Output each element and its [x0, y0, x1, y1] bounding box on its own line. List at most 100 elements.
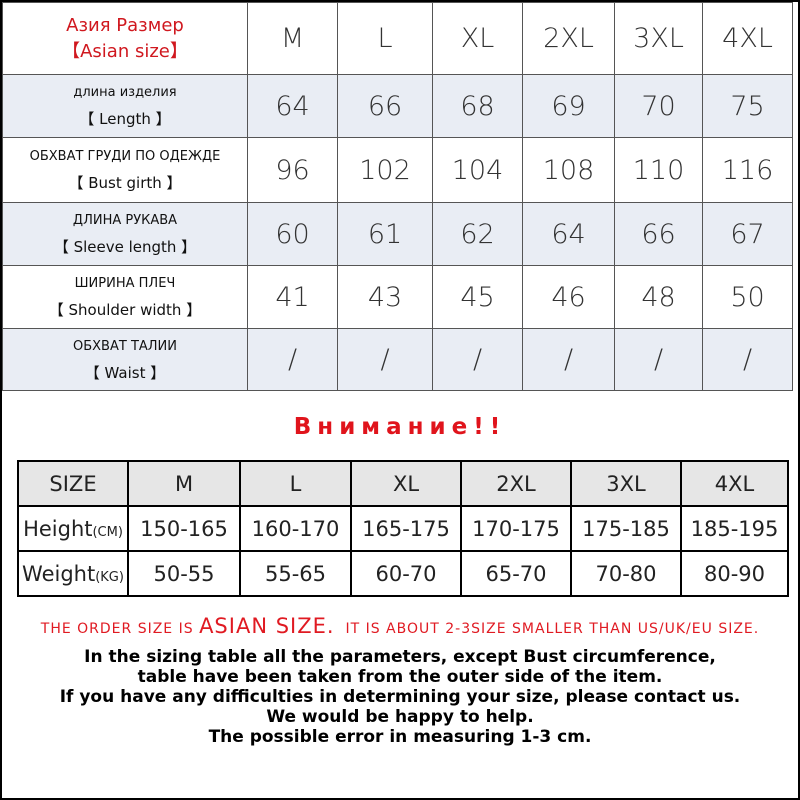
- label-text: Weight: [22, 561, 96, 586]
- row-label: ШИРИНА ПЛЕЧ 【 Shoulder width 】: [2, 265, 248, 329]
- size: XL: [432, 2, 523, 75]
- size: M: [127, 460, 241, 507]
- cell: 67: [702, 202, 793, 266]
- cell: /: [337, 328, 433, 391]
- unit: (KG): [95, 569, 124, 585]
- size-table: Азия Размер 【Asian size】 M L XL 2XL 3XL 4XL длин…: [2, 2, 793, 391]
- cell: /: [522, 328, 615, 391]
- cell: 104: [432, 137, 523, 203]
- cell: 50: [702, 265, 793, 329]
- cell: 41: [247, 265, 338, 329]
- cell: 43: [337, 265, 433, 329]
- size: 3XL: [570, 460, 682, 507]
- label-line: 【 Waist 】: [84, 363, 166, 382]
- cell: 110: [614, 137, 703, 203]
- cell: /: [702, 328, 793, 391]
- cell: 170-175: [460, 505, 572, 552]
- cell: 62: [432, 202, 523, 266]
- cell: 46: [522, 265, 615, 329]
- row: ШИРИНА ПЛЕЧ 【 Shoulder width 】 41 43 45 46 48 5…: [2, 265, 793, 329]
- note-line: We would be happy to help.: [266, 707, 534, 727]
- label-line: ДЛИНА РУКАВА: [72, 213, 178, 228]
- row: Height(CM) 150-165 160-170 165-175 170-175 17…: [17, 505, 789, 552]
- body-table: SIZE M L XL 2XL 3XL 4XL Height(CM) 150-165 160-17…: [17, 460, 789, 597]
- cell: 60: [247, 202, 338, 266]
- cell: 64: [522, 202, 615, 266]
- cell: 70-80: [570, 550, 682, 597]
- cell: 150-165: [127, 505, 241, 552]
- row-label: длина изделия 【 Length 】: [2, 74, 248, 138]
- row-label: ОБХВАТ ТАЛИИ 【 Waist 】: [2, 328, 248, 391]
- cell: 80-90: [680, 550, 789, 597]
- cell: 64: [247, 74, 338, 138]
- row: ОБХВАТ ТАЛИИ 【 Waist 】 / / / / / /: [2, 328, 793, 391]
- cell: 60-70: [350, 550, 462, 597]
- row-label: ОБХВАТ ГРУДИ ПО ОДЕЖДЕ 【 Bust girth 】: [2, 137, 248, 203]
- note-line: The possible error in measuring 1-3 cm.: [208, 727, 592, 747]
- row-label: Height(CM): [17, 505, 129, 552]
- notes: In the sizing table all the parameters, …: [2, 647, 798, 747]
- notice-part: ASIAN SIZE.: [199, 614, 335, 638]
- notice-part: IT IS ABOUT 2-3SIZE SMALLER THAN US/UK/E…: [334, 621, 760, 637]
- cell: 102: [337, 137, 433, 203]
- label-line: ОБХВАТ ТАЛИИ: [73, 338, 177, 354]
- row: Weight(KG) 50-55 55-65 60-70 65-70 70-80 80-90: [17, 550, 789, 597]
- unit: (CM): [92, 524, 123, 540]
- cell: /: [432, 328, 523, 391]
- label-line: 【 Sleeve length 】: [53, 238, 197, 256]
- row-label: Weight(KG): [17, 550, 129, 597]
- label-line: 【 Shoulder width 】: [48, 301, 202, 319]
- size: 4XL: [702, 2, 793, 75]
- cell: 160-170: [239, 505, 352, 552]
- cell: 45: [432, 265, 523, 329]
- cell: 66: [614, 202, 703, 266]
- size: 2XL: [522, 2, 615, 75]
- size: L: [239, 460, 352, 507]
- size: M: [247, 2, 338, 75]
- label-line: 【 Length 】: [79, 110, 171, 128]
- note-line: If you have any difficulties in determin…: [59, 687, 741, 707]
- label-line: 【Asian size】: [62, 40, 188, 62]
- cell: 50-55: [127, 550, 241, 597]
- label-line: 【 Bust girth 】: [68, 174, 182, 192]
- size: 3XL: [614, 2, 703, 75]
- cell: 55-65: [239, 550, 352, 597]
- label-line: ОБХВАТ ГРУДИ ПО ОДЕЖДЕ: [29, 149, 221, 164]
- cell: 116: [702, 137, 793, 203]
- size: 4XL: [680, 460, 789, 507]
- cell: 96: [247, 137, 338, 203]
- size: XL: [350, 460, 462, 507]
- row: ДЛИНА РУКАВА 【 Sleeve length 】 60 61 62 64 66 6…: [2, 202, 793, 266]
- cell: 108: [522, 137, 615, 203]
- row-label: ДЛИНА РУКАВА 【 Sleeve length 】: [2, 202, 248, 266]
- label-text: Height: [23, 516, 93, 541]
- cell: 175-185: [570, 505, 682, 552]
- row: длина изделия 【 Length 】 64 66 68 69 70 75: [2, 74, 793, 138]
- note-line: In the sizing table all the parameters, …: [84, 647, 716, 667]
- size: 2XL: [460, 460, 572, 507]
- row: ОБХВАТ ГРУДИ ПО ОДЕЖДЕ 【 Bust girth 】 96 10…: [2, 137, 793, 203]
- cell: 61: [337, 202, 433, 266]
- notice-part: THE ORDER SIZE IS: [40, 621, 200, 637]
- header-row: SIZE M L XL 2XL 3XL 4XL: [17, 460, 789, 507]
- notice: THE ORDER SIZE IS ASIAN SIZE. IT IS ABOU…: [2, 614, 798, 638]
- label-line: ШИРИНА ПЛЕЧ: [74, 276, 176, 291]
- header-label: Азия Размер 【Asian size】: [2, 2, 248, 75]
- cell: 75: [702, 74, 793, 138]
- attention: Внимание!!: [293, 414, 507, 440]
- cell: 70: [614, 74, 703, 138]
- header-row: Азия Размер 【Asian size】 M L XL 2XL 3XL 4XL: [2, 2, 793, 75]
- label-line: Азия Размер: [66, 14, 184, 36]
- cell: 69: [522, 74, 615, 138]
- note-line: table have been taken from the outer sid…: [137, 667, 663, 687]
- cell: /: [614, 328, 703, 391]
- size: L: [337, 2, 433, 75]
- cell: 185-195: [680, 505, 789, 552]
- cell: 68: [432, 74, 523, 138]
- cell: /: [247, 328, 338, 391]
- cell: 48: [614, 265, 703, 329]
- header-label: SIZE: [17, 460, 129, 507]
- label-line: длина изделия: [73, 85, 177, 100]
- cell: 66: [337, 74, 433, 138]
